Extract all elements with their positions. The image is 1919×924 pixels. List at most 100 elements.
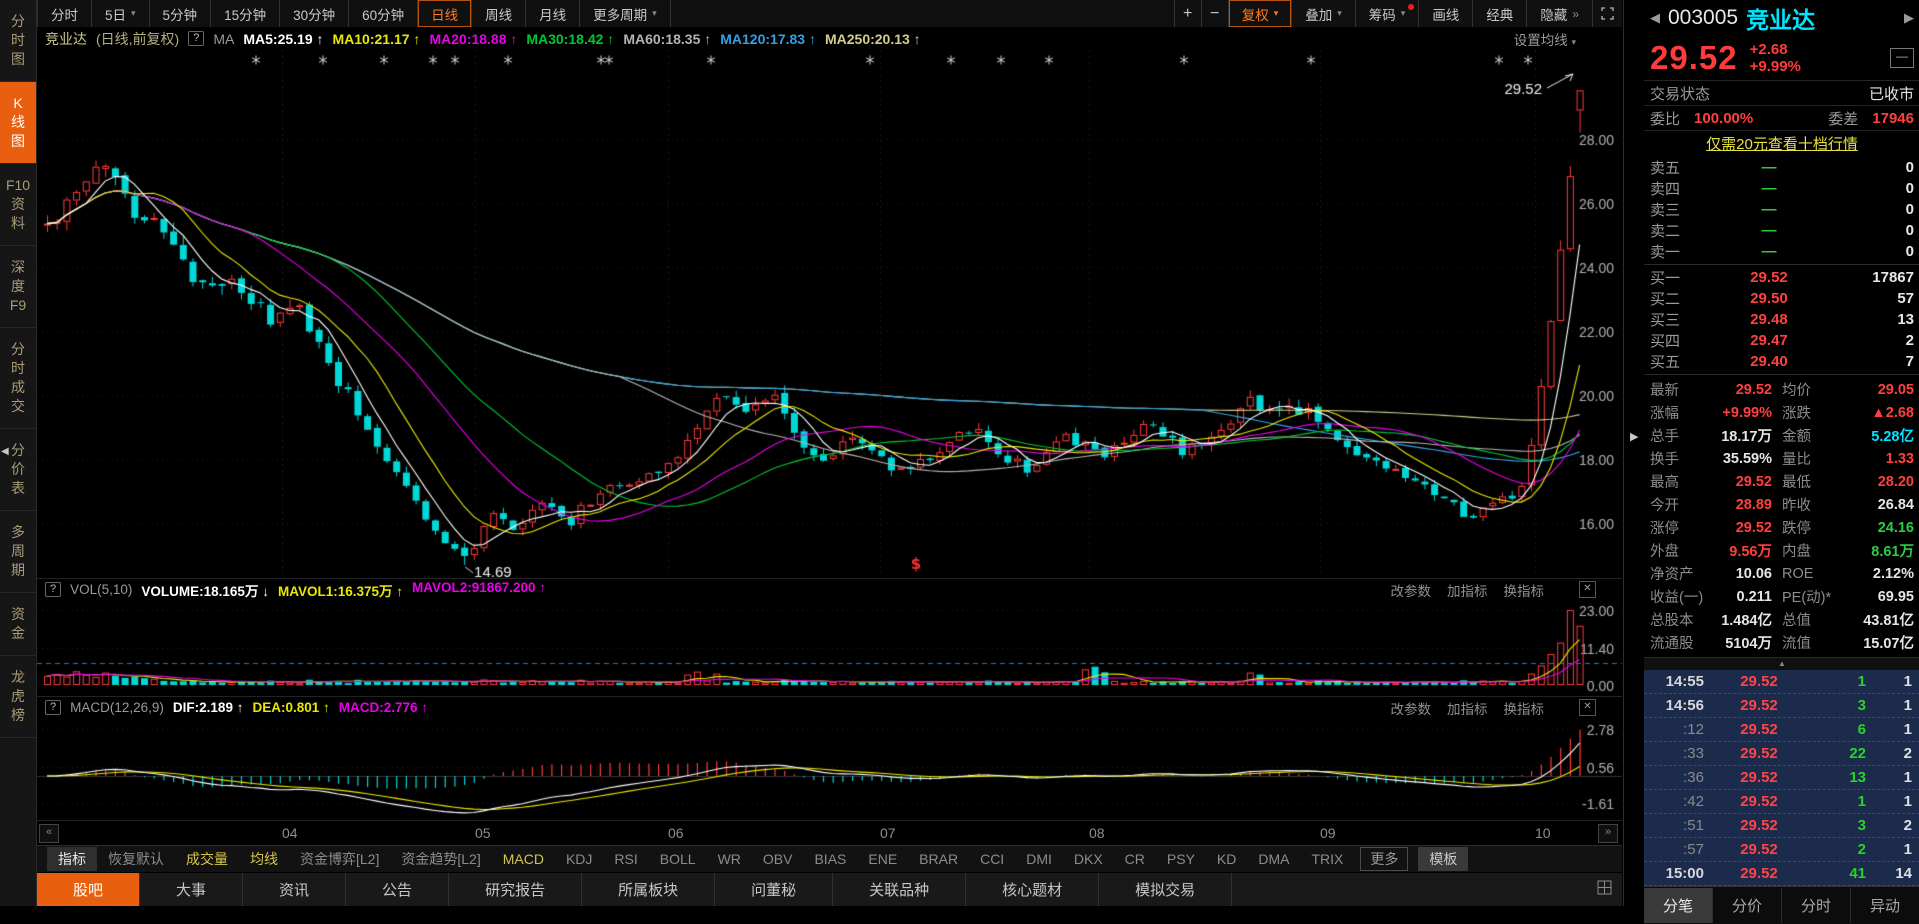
indicator-tab-CCI[interactable]: CCI [980,851,1005,867]
fullscreen-icon[interactable] [1593,0,1622,27]
period-tab-月线[interactable]: 月线 [526,0,581,27]
indicator-tab-KD[interactable]: KD [1216,851,1237,867]
candlestick-chart-canvas[interactable] [37,50,1622,578]
indicator-tab-ENE[interactable]: ENE [868,851,898,867]
zoom-out-button[interactable]: − [1202,0,1229,27]
nav-item-研究报告[interactable]: 研究报告 [449,873,583,906]
indicator-tab-BOLL[interactable]: BOLL [659,851,696,867]
scroll-right-button[interactable]: » [1598,824,1618,843]
period-tab-5日[interactable]: 5日 ▾ [92,0,150,27]
tool-button-隐藏[interactable]: 隐藏 » [1527,0,1593,27]
period-tab-5分钟[interactable]: 5分钟 [150,0,212,27]
indicator-tab-WR[interactable]: WR [717,851,741,867]
panel-action-换指标[interactable]: 换指标 [1503,701,1545,717]
period-tab-30分钟[interactable]: 30分钟 [280,0,350,27]
volume-chart-canvas[interactable] [37,601,1622,696]
close-icon[interactable]: ✕ [1579,581,1596,598]
indicator-tab-RSI[interactable]: RSI [614,851,638,867]
tool-button-筹码[interactable]: 筹码 ▾ [1356,0,1420,27]
help-icon[interactable]: ? [45,700,62,715]
nav-item-资讯[interactable]: 资讯 [243,873,347,906]
ma-settings-button[interactable]: 设置均线 ▾ [1513,32,1576,48]
ask-row[interactable]: 卖三 — 0 [1650,199,1914,220]
ask-row[interactable]: 卖一 — 0 [1650,241,1914,262]
sidebar-collapse-icon[interactable]: ◀ [1,446,9,457]
sidebar-item-分价表[interactable]: 分价表 [0,429,36,511]
ask-row[interactable]: 卖四 — 0 [1650,178,1914,199]
tick-row[interactable]: 15:00 29.52 41 14 [1644,862,1919,886]
indicator-tab-PSY[interactable]: PSY [1166,851,1195,867]
nav-item-关联品种[interactable]: 关联品种 [833,873,967,906]
indicator-tab-CR[interactable]: CR [1124,851,1145,867]
bid-row[interactable]: 买四 29.47 2 [1650,330,1914,351]
indicator-tab-MACD[interactable]: MACD [502,851,544,867]
tick-row[interactable]: :51 29.52 3 2 [1644,814,1919,838]
indicator-tab-DKX[interactable]: DKX [1073,851,1103,867]
period-tab-更多周期[interactable]: 更多周期 ▾ [580,0,671,27]
tick-row[interactable]: :33 29.52 22 2 [1644,742,1919,766]
indicator-tab-恢复默认[interactable]: 恢复默认 [108,851,164,867]
panel-action-换指标[interactable]: 换指标 [1503,583,1545,599]
nav-item-核心题材[interactable]: 核心题材 [966,873,1100,906]
indicator-tab-成交量[interactable]: 成交量 [186,851,228,867]
tick-row[interactable]: :57 29.52 2 1 [1644,838,1919,862]
help-icon[interactable]: ? [45,582,62,597]
tool-button-叠加[interactable]: 叠加 ▾ [1292,0,1356,27]
indicator-tab-模板[interactable]: 模板 [1418,847,1469,871]
nav-item-模拟交易[interactable]: 模拟交易 [1099,873,1233,906]
sidebar-item-深度F9[interactable]: 深度 F9 [0,246,36,328]
tick-row[interactable]: 14:56 29.52 3 1 [1644,694,1919,718]
nav-item-大事[interactable]: 大事 [140,873,244,906]
help-icon[interactable]: ? [188,31,205,46]
nav-item-问董秘[interactable]: 问董秘 [715,873,834,906]
tick-row[interactable]: :36 29.52 13 1 [1644,766,1919,790]
panel-action-改参数[interactable]: 改参数 [1390,701,1432,717]
indicator-tab-资金趋势[L2][interactable]: 资金趋势[L2] [401,851,481,867]
tool-button-经典[interactable]: 经典 [1473,0,1528,27]
tool-button-画线[interactable]: 画线 [1419,0,1474,27]
panel-action-改参数[interactable]: 改参数 [1390,583,1432,599]
level2-promo-link[interactable]: 仅需20元查看十档行情 [1706,135,1858,153]
panel-action-加指标[interactable]: 加指标 [1447,583,1488,599]
indicator-tab-DMI[interactable]: DMI [1026,851,1052,867]
panel-collapse-icon[interactable]: ▶ [1630,431,1639,443]
indicator-tab-资金博弈[L2][interactable]: 资金博弈[L2] [300,851,380,867]
period-tab-周线[interactable]: 周线 [472,0,527,27]
tick-row[interactable]: :42 29.52 1 1 [1644,790,1919,814]
zoom-in-button[interactable]: + [1173,0,1202,27]
bid-row[interactable]: 买五 29.40 7 [1650,351,1914,372]
sidebar-item-F10资料[interactable]: F10 资料 [0,164,36,246]
scroll-left-button[interactable]: « [39,824,59,843]
nav-item-所属板块[interactable]: 所属板块 [582,873,716,906]
sidebar-item-分时图[interactable]: 分时图 [0,0,36,82]
period-tab-日线[interactable]: 日线 [418,0,473,27]
indicator-tab-均线[interactable]: 均线 [250,851,278,867]
indicator-tab-DMA[interactable]: DMA [1258,851,1290,867]
nav-item-股吧[interactable]: 股吧 [37,873,141,906]
bid-row[interactable]: 买三 29.48 13 [1650,309,1914,330]
indicator-tab-BRAR[interactable]: BRAR [919,851,959,867]
indicator-tab-TRIX[interactable]: TRIX [1311,851,1344,867]
ask-row[interactable]: 卖五 — 0 [1650,157,1914,178]
period-tab-15分钟[interactable]: 15分钟 [211,0,281,27]
ask-row[interactable]: 卖二 — 0 [1650,220,1914,241]
sidebar-item-龙虎榜[interactable]: 龙虎榜 [0,656,36,738]
sidebar-item-分时成交[interactable]: 分时成交 [0,328,36,429]
panel-action-加指标[interactable]: 加指标 [1447,701,1488,717]
tick-row[interactable]: :12 29.52 6 1 [1644,718,1919,742]
indicator-tab-指标[interactable]: 指标 [47,847,97,871]
indicator-tab-KDJ[interactable]: KDJ [565,851,593,867]
sidebar-item-资金[interactable]: 资金 [0,593,36,656]
next-stock-icon[interactable]: ▶ [1904,10,1914,25]
period-tab-60分钟[interactable]: 60分钟 [349,0,419,27]
nav-item-公告[interactable]: 公告 [346,873,450,906]
indicator-tab-BIAS[interactable]: BIAS [814,851,847,867]
layout-grid-icon[interactable] [1597,880,1612,899]
prev-stock-icon[interactable]: ◀ [1650,10,1660,25]
bid-row[interactable]: 买一 29.52 17867 [1650,267,1914,288]
bid-row[interactable]: 买二 29.50 57 [1650,288,1914,309]
close-icon[interactable]: ✕ [1579,699,1596,716]
indicator-tab-OBV[interactable]: OBV [762,851,793,867]
tick-row[interactable]: 14:55 29.52 1 1 [1644,670,1919,694]
